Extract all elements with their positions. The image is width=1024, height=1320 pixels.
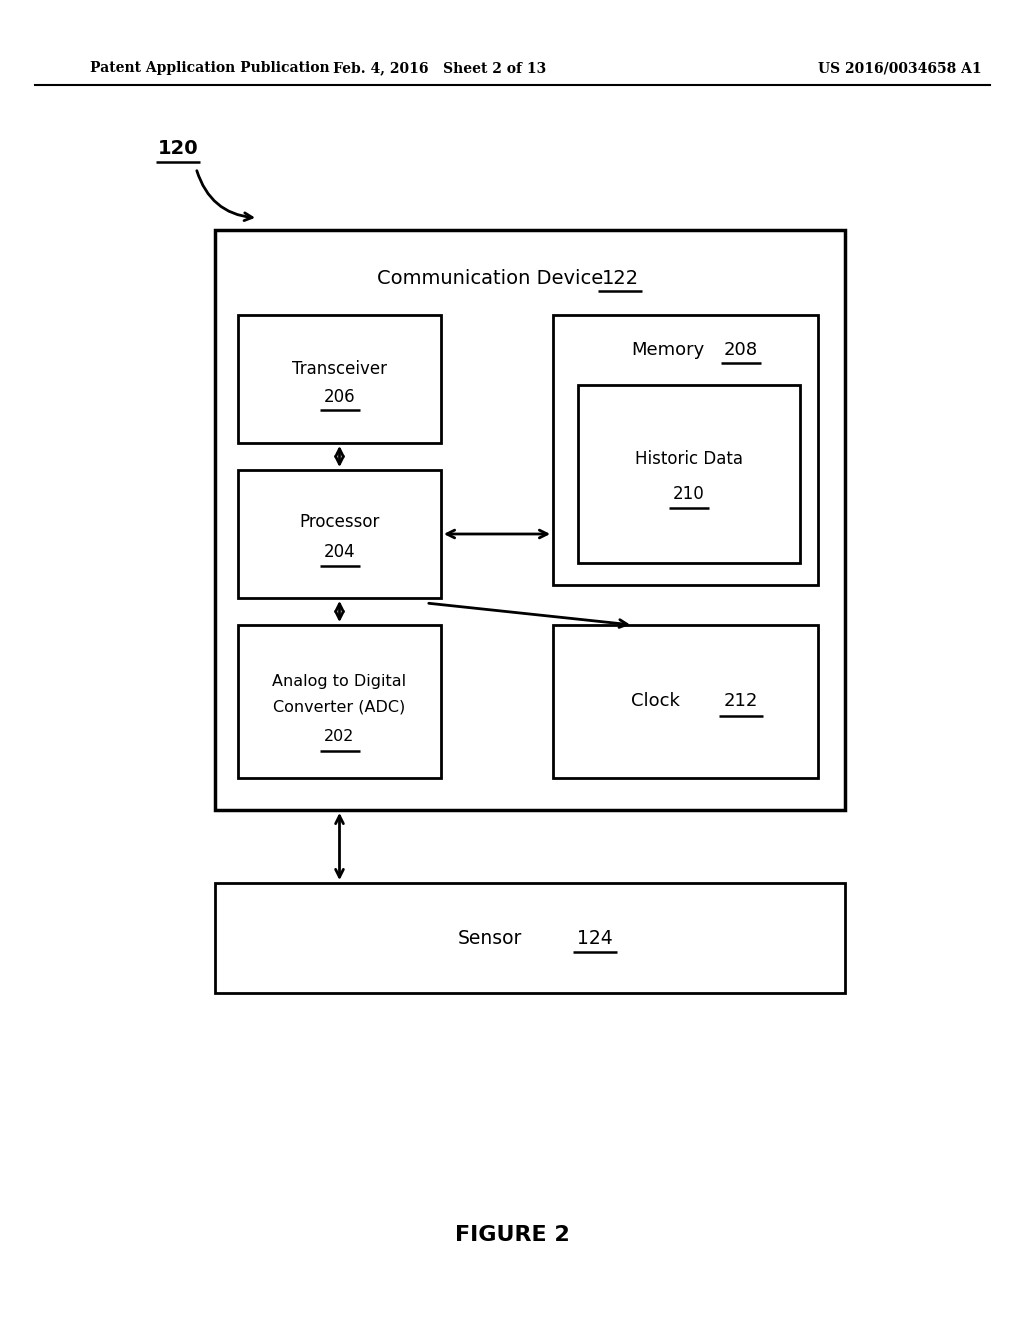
Bar <box>553 315 818 585</box>
Text: 124: 124 <box>578 928 613 948</box>
Text: Historic Data: Historic Data <box>635 450 743 469</box>
Text: 212: 212 <box>723 693 758 710</box>
Text: 122: 122 <box>601 268 639 288</box>
Text: Transceiver: Transceiver <box>292 360 387 378</box>
Text: Clock: Clock <box>631 693 680 710</box>
Bar <box>215 883 845 993</box>
Bar <box>238 624 441 777</box>
Text: 210: 210 <box>673 484 705 503</box>
Text: Communication Device: Communication Device <box>377 268 603 288</box>
Text: Feb. 4, 2016   Sheet 2 of 13: Feb. 4, 2016 Sheet 2 of 13 <box>334 61 547 75</box>
Text: US 2016/0034658 A1: US 2016/0034658 A1 <box>818 61 982 75</box>
Text: Converter (ADC): Converter (ADC) <box>273 700 406 714</box>
Bar <box>215 230 845 810</box>
Bar <box>238 470 441 598</box>
Text: FIGURE 2: FIGURE 2 <box>455 1225 569 1245</box>
Bar <box>578 385 800 564</box>
Text: Patent Application Publication: Patent Application Publication <box>90 61 330 75</box>
Text: Sensor: Sensor <box>458 928 522 948</box>
Text: 202: 202 <box>325 729 354 744</box>
Text: Memory: Memory <box>631 341 705 359</box>
Text: 120: 120 <box>158 139 199 157</box>
Text: 204: 204 <box>324 543 355 561</box>
Bar <box>553 624 818 777</box>
Text: Processor: Processor <box>299 513 380 531</box>
Text: 208: 208 <box>723 341 758 359</box>
Text: Analog to Digital: Analog to Digital <box>272 675 407 689</box>
Text: 206: 206 <box>324 388 355 407</box>
Bar <box>238 315 441 444</box>
